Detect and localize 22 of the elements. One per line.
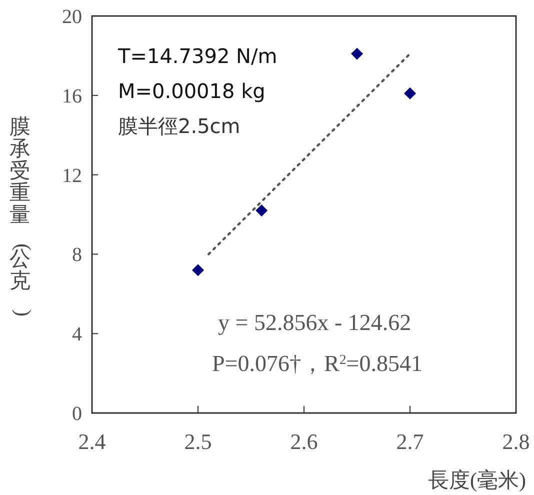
y-tick-label: 8 (72, 244, 82, 266)
annotation: y = 52.856x - 124.62 (218, 310, 412, 335)
annotation: M=0.00018 kg (118, 79, 266, 103)
point (192, 264, 204, 276)
x-tick-label: 2.5 (184, 429, 212, 454)
x-tick-label: 2.6 (290, 429, 318, 454)
x-axis-title: 長度(毫米) (428, 468, 526, 492)
y-tick-label: 20 (62, 6, 82, 28)
annotation: 膜半徑2.5cm (118, 114, 240, 138)
y-tick-label: 0 (72, 403, 82, 425)
y-tick-label: 4 (72, 324, 82, 346)
point (351, 48, 363, 60)
x-tick-label: 2.4 (78, 429, 106, 454)
x-tick-label: 2.8 (502, 429, 530, 454)
x-tick-label: 2.7 (396, 429, 424, 454)
y-tick-label: 16 (62, 85, 82, 108)
annotation: T=14.7392 N/m (117, 44, 278, 68)
annotation: P=0.076†，R$^{2}$=0.8541 (212, 351, 422, 376)
y-tick-label: 12 (62, 164, 82, 187)
point (404, 87, 416, 100)
text: 膜承受重量(公克) (10, 114, 36, 316)
point (256, 204, 268, 217)
